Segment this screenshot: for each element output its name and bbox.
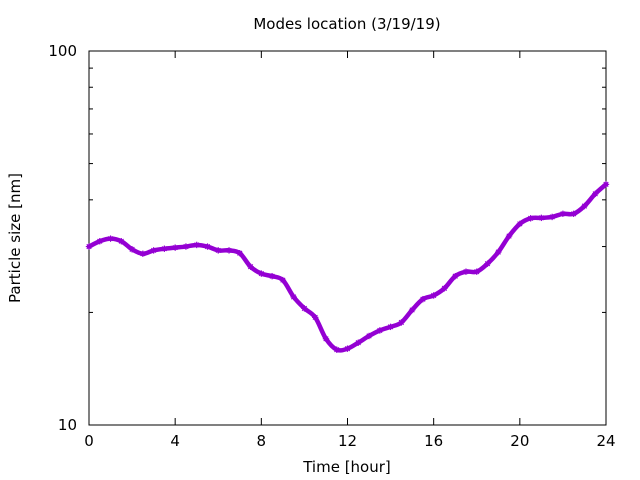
x-tick-label: 8	[257, 432, 267, 450]
data-point	[473, 268, 480, 275]
x-tick-label: 12	[338, 432, 357, 450]
data-point	[118, 238, 125, 245]
data-point	[505, 232, 513, 240]
data-point	[452, 272, 459, 280]
y-tick-label: 10	[58, 416, 77, 434]
data-point	[290, 293, 297, 301]
data-point	[204, 243, 211, 250]
data-point	[570, 210, 577, 218]
x-tick-label: 20	[510, 432, 529, 450]
data-point	[376, 327, 384, 334]
x-tick-label: 16	[424, 432, 443, 450]
data-point	[301, 305, 308, 312]
data-point	[430, 292, 437, 299]
data-point	[387, 323, 394, 331]
data-point	[139, 250, 147, 257]
data-point	[538, 214, 545, 222]
data-point	[193, 241, 200, 249]
data-point	[236, 249, 243, 257]
data-point	[559, 210, 567, 218]
data-point	[128, 246, 136, 253]
data-point	[408, 306, 416, 314]
data-point	[495, 248, 502, 256]
x-tick-labels: 0 4 8 12 16 20 24	[84, 432, 615, 450]
x-tick-label: 4	[170, 432, 180, 450]
x-axis-label: Time [hour]	[302, 458, 391, 476]
data-point	[322, 335, 330, 343]
plot-frame	[88, 50, 607, 426]
data-point	[355, 339, 362, 346]
data-point	[365, 332, 373, 340]
series-line	[86, 182, 609, 353]
data-point	[548, 213, 556, 221]
x-tick-label: 24	[596, 432, 615, 450]
data-point	[484, 260, 491, 267]
data-point	[398, 319, 405, 326]
x-tick-label: 0	[84, 432, 94, 450]
data-point	[279, 276, 287, 284]
y-tick-label: 100	[48, 42, 77, 60]
data-point	[441, 285, 448, 292]
data-point	[592, 190, 599, 198]
data-point	[258, 270, 265, 277]
data-point	[419, 295, 427, 303]
data-point	[225, 247, 233, 254]
chart-title: Modes location (3/19/19)	[253, 15, 440, 33]
data-point	[311, 314, 319, 321]
y-tick-labels: 10 100	[48, 42, 77, 434]
data-point	[268, 272, 276, 280]
data-point	[182, 243, 190, 250]
data-point	[171, 244, 179, 251]
data-point	[215, 247, 222, 254]
data-point	[602, 181, 610, 188]
data-point	[247, 263, 254, 270]
data-point	[581, 202, 588, 210]
y-axis-label: Particle size [nm]	[6, 173, 24, 303]
data-point	[516, 220, 524, 228]
data-point	[527, 215, 534, 222]
data-point	[344, 345, 351, 352]
data-point	[107, 235, 114, 242]
series-layer	[85, 181, 610, 353]
data-point	[96, 238, 103, 245]
data-point	[161, 245, 168, 252]
data-point	[150, 247, 157, 254]
data-point	[333, 346, 340, 353]
data-point	[85, 243, 93, 250]
axis-ticks	[88, 50, 607, 426]
data-point	[462, 268, 470, 275]
